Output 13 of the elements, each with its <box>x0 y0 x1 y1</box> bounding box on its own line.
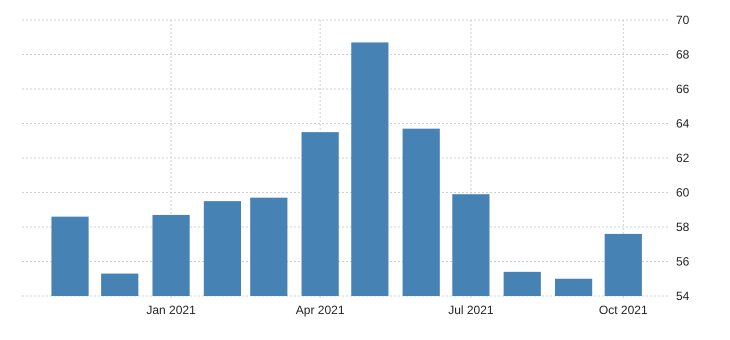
x-tick-label: Jul 2021 <box>448 303 494 317</box>
y-tick-label: 64 <box>676 116 690 131</box>
y-tick-label: 70 <box>676 13 690 28</box>
y-tick-label: 56 <box>676 254 690 269</box>
y-tick-label: 54 <box>676 289 690 304</box>
y-tick-label: 66 <box>676 82 690 96</box>
y-tick-label: 60 <box>676 186 690 200</box>
y-tick-label: 68 <box>676 48 690 62</box>
y-tick-label: 62 <box>676 151 690 166</box>
x-tick-label: Oct 2021 <box>598 303 648 317</box>
y-tick-label: 58 <box>676 220 690 234</box>
x-tick-label: Jan 2021 <box>146 303 196 317</box>
x-tick-label: Apr 2021 <box>296 303 345 317</box>
